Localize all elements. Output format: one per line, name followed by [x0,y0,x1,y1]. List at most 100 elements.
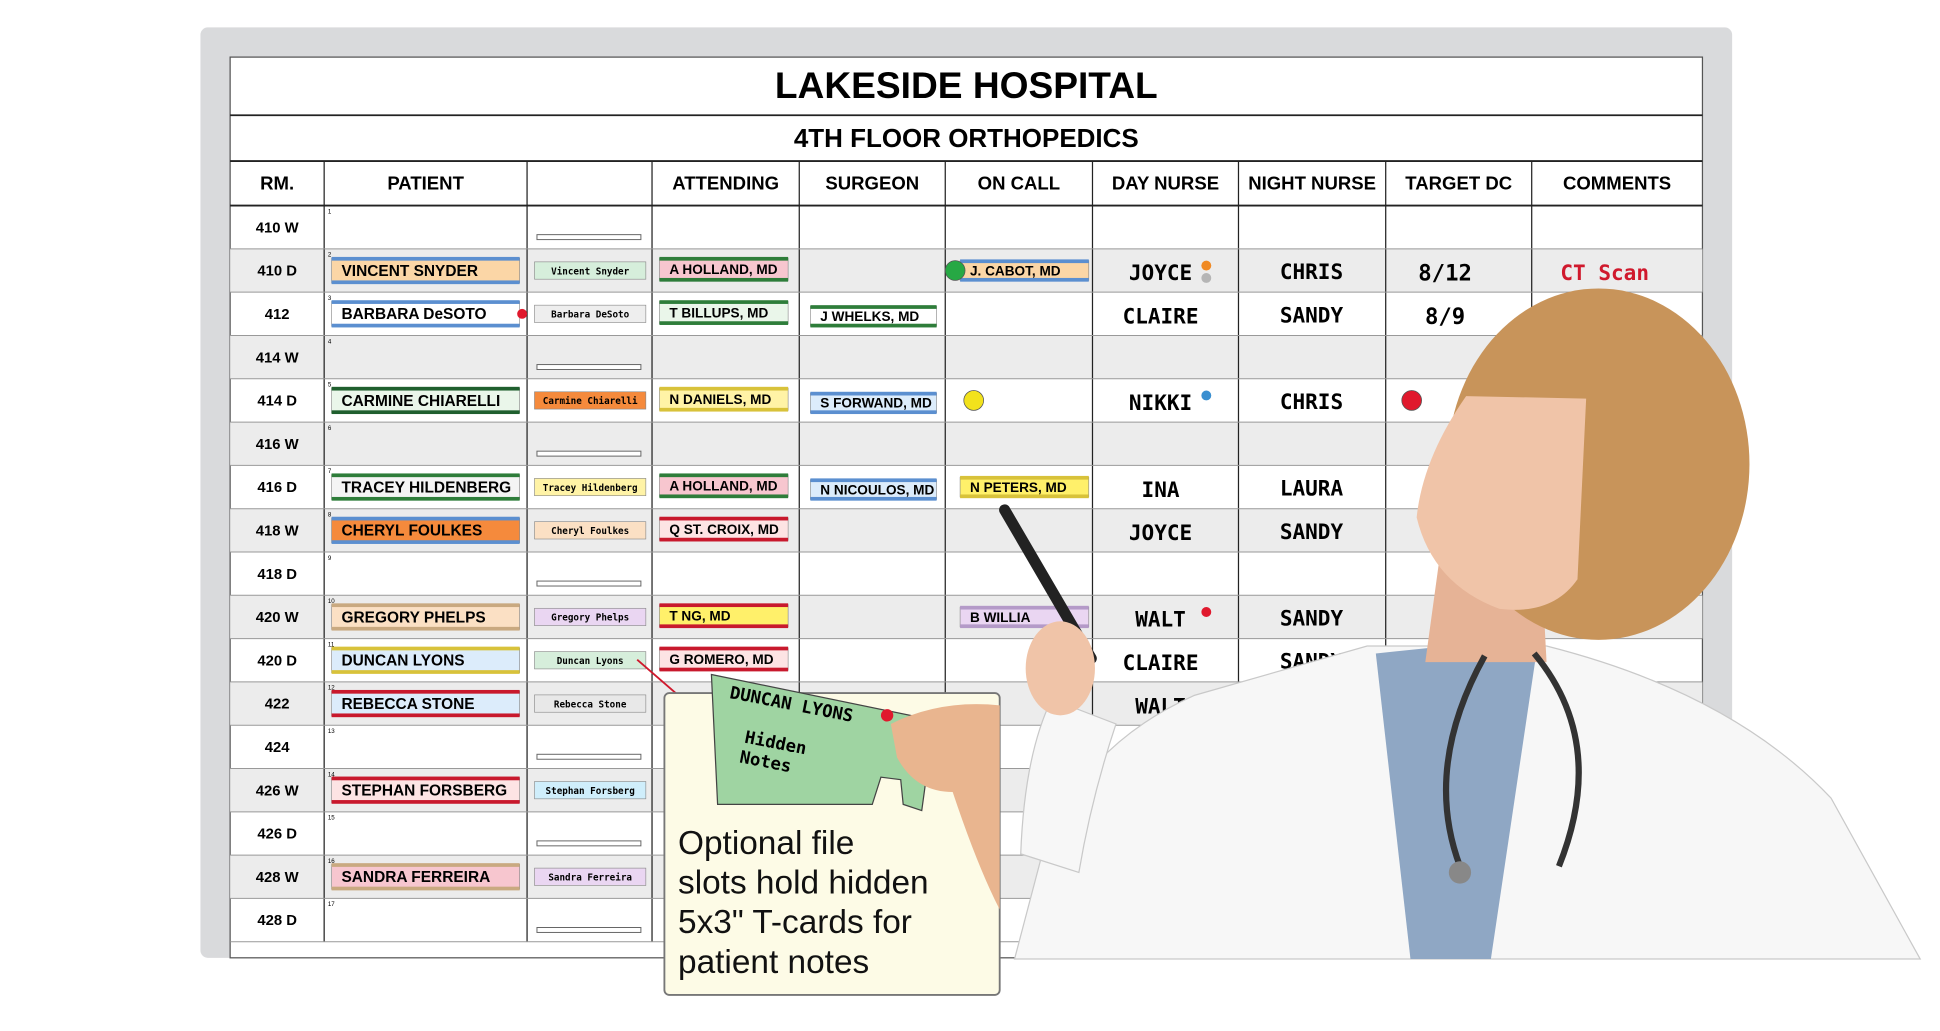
slot-number: 2 [328,252,332,259]
empty-slot [536,580,642,587]
card-text: Tracey Hildenberg [543,483,638,494]
card-stripe [960,605,1089,610]
card-stripe [331,323,520,328]
card-stripe [810,323,937,328]
room-label: 412 [265,307,290,323]
magnet [944,260,966,281]
name-card [534,694,647,713]
card-text: Vincent Snyder [551,266,630,277]
t-card-magnet [880,709,894,722]
card-text: DUNCAN LYONS [341,653,464,670]
card-stripe [331,516,520,521]
name-card [331,864,520,890]
name-card [534,521,647,540]
magnet [1401,390,1422,411]
card-stripe [331,473,520,478]
column-header: DAY NURSE [1112,172,1219,193]
name-card [534,651,647,670]
callout-text: 5x3" T-cards for [678,904,912,941]
day-nurse: WALT [1135,607,1186,632]
magnet [963,390,984,411]
slot-number: 5 [328,382,332,389]
room-label: 410 W [256,220,299,236]
card-stripe [659,321,789,325]
card-stripe [960,259,1089,264]
name-card [534,391,647,410]
name-card [331,257,520,284]
card-text: J. CABOT, MD [970,263,1061,278]
magnet [1201,607,1212,617]
slot-number: 16 [328,858,335,865]
room-label: 422 [265,697,290,713]
column-header: COMMENTS [1563,172,1671,193]
callout-text: slots hold hidden [678,865,929,902]
card-stripe [960,494,1089,499]
card-text: J WHELKS, MD [820,309,919,324]
card-stripe [659,624,789,629]
board-subtitle: 4TH FLOOR ORTHOPEDICS [794,123,1139,153]
card-text: N DANIELS, MD [669,392,771,407]
card-stripe [659,386,789,391]
slot-number: 3 [328,295,332,302]
column-header: PATIENT [387,172,464,193]
card-text: Stephan Forsberg [546,786,635,797]
card-stripe [659,407,789,412]
card-text: Gregory Phelps [551,613,629,624]
name-card [534,478,647,497]
card-text: VINCENT SNYDER [341,263,478,280]
card-stripe [659,646,789,651]
slot-number: 14 [328,771,335,778]
room-label: 424 [265,740,290,756]
doctor-photo [999,288,1922,960]
name-card [534,867,647,886]
card-stripe [960,475,1089,480]
row-shade [230,335,1703,379]
card-text: Carmine Chiarelli [543,396,638,407]
card-text: A HOLLAND, MD [669,262,777,277]
comment: CT Scan [1560,260,1649,285]
name-card [331,604,520,630]
card-stripe [810,305,937,309]
card-stripe [810,391,937,396]
room-label: 418 D [257,567,297,583]
card-stripe [331,689,520,694]
card-stripe [659,603,789,608]
callout-text: Optional file [678,825,854,862]
callout-text: patient notes [678,944,869,981]
day-nurse: NIKKI [1129,390,1192,415]
card-text: CARMINE CHIARELLI [341,393,500,410]
card-text: B WILLIA [970,610,1031,625]
slot-number: 6 [328,425,332,432]
name-card [331,387,520,414]
slot-number: 17 [328,901,335,908]
stethoscope-head [1448,861,1472,884]
card-stripe [331,626,520,631]
target-dc: 8/12 [1418,261,1472,287]
room-label: 414 W [256,350,299,366]
grid: RM. PATIENT ATTENDING SURGEON ON CALL DAY NUR… [230,161,1703,943]
night-nurse: SANDY [1280,605,1344,630]
room-label: 416 D [257,480,297,496]
slot-number: 13 [328,728,335,735]
card-text: Barbara DeSoto [551,310,630,321]
card-text: Rebecca Stone [554,699,627,710]
hand [1025,621,1095,716]
night-nurse: SANDY [1280,519,1344,544]
slot-number: 10 [328,598,335,605]
card-text: REBECCA STONE [341,696,474,713]
face [1416,396,1587,610]
card-stripe [331,280,520,285]
card-stripe [331,886,520,891]
night-nurse: CHRIS [1280,389,1343,414]
callout: DUNCAN LYONS Hidden Notes Optional file … [636,658,1001,996]
name-card [331,777,520,803]
room-label: 418 W [256,524,299,540]
magnet [517,308,528,319]
empty-slot [536,840,642,847]
name-card [331,517,520,544]
card-text: Duncan Lyons [557,656,624,667]
empty-slot [536,234,642,241]
card-stripe [331,300,520,304]
day-nurse: CLAIRE [1123,304,1199,329]
